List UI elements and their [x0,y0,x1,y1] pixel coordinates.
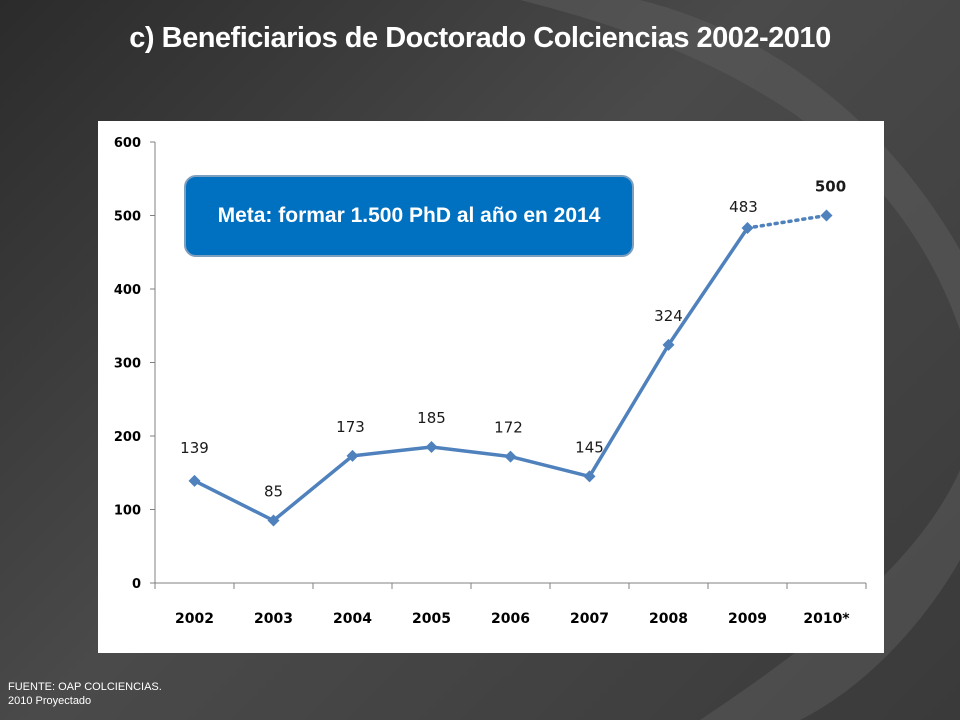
data-label: 139 [180,439,209,457]
goal-callout: Meta: formar 1.500 PhD al año en 2014 [184,175,634,257]
data-label: 483 [729,198,758,216]
y-tick-label: 300 [114,357,141,372]
x-tick-label: 2003 [254,611,293,627]
data-point [820,209,833,222]
y-tick-label: 0 [132,577,141,592]
series-projection-line [745,213,829,230]
data-point [741,221,754,234]
line-chart: 0 100 200 300 400 500 600 2002 2003 2004 2005 2006 2… [114,136,867,627]
x-tick-label: 2009 [728,611,767,627]
data-point [188,474,201,487]
series-line [193,227,749,523]
slide-title: c) Beneficiarios de Doctorado Colciencia… [129,22,831,54]
data-label: 145 [575,438,604,456]
data-label: 173 [336,418,365,436]
x-tick-label: 2002 [175,611,214,627]
data-point [346,449,359,462]
data-point [267,514,280,527]
data-label: 85 [264,483,283,501]
data-label: 172 [494,419,523,437]
data-label: 185 [417,409,446,427]
y-tick-label: 100 [114,504,141,519]
data-label: 500 [815,178,846,196]
data-point [662,338,675,351]
source-note: FUENTE: OAP COLCIENCIAS. 2010 Proyectado [8,680,162,708]
x-tick-label: 2006 [491,611,530,627]
data-point [425,441,438,454]
x-tick-label: 2007 [570,611,609,627]
y-tick-label: 600 [114,136,141,151]
x-tick-label: 2008 [649,611,688,627]
data-point [504,450,517,463]
projection-note: 2010 Proyectado [8,695,92,707]
x-tick-label: 2010* [803,611,850,627]
x-tick-label: 2004 [333,611,372,627]
source-line: FUENTE: OAP COLCIENCIAS. [8,681,162,693]
y-tick-label: 500 [114,210,141,225]
data-point [583,470,596,483]
x-tick-label: 2005 [412,611,451,627]
y-tick-label: 400 [114,283,141,298]
y-tick-label: 200 [114,430,141,445]
data-label: 324 [654,307,683,325]
